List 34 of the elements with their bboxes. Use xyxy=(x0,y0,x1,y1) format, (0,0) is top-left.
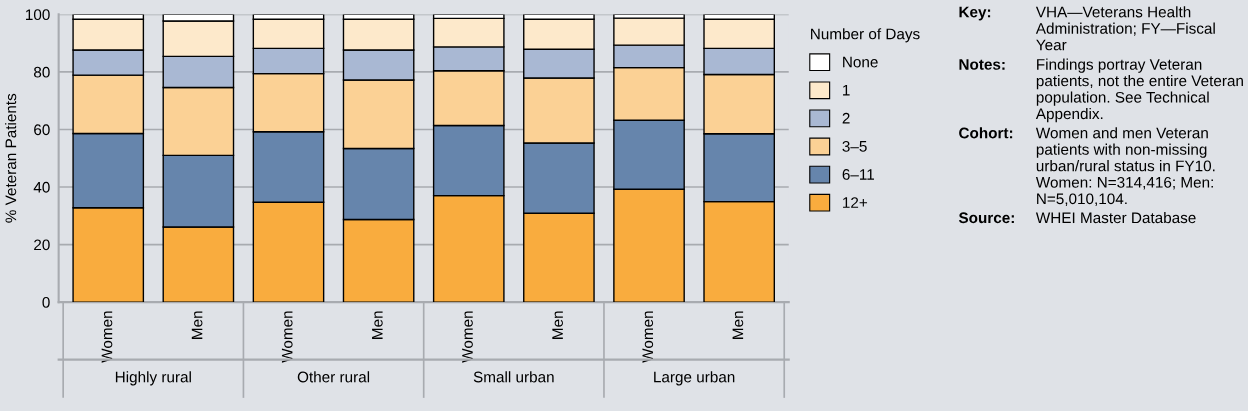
legend-label: 1 xyxy=(843,84,850,96)
text: WHEI Master Database xyxy=(1035,211,1196,224)
x-tick-label: Women xyxy=(462,311,473,363)
legend-label: None xyxy=(843,56,878,68)
x-tick-label: Women xyxy=(281,311,293,363)
text: Women and men Veteran patients with non-missing urban/rural status in FY10. Women: N=314,416; Men: N=5,010,104. xyxy=(1035,127,1215,207)
text: Notes: xyxy=(959,59,1005,70)
y-tick-label: 80 xyxy=(33,66,50,78)
legend-label: 3–5 xyxy=(842,140,867,152)
y-tick-label: 20 xyxy=(34,239,50,251)
text: Cohort: xyxy=(959,127,1013,139)
legend-title: Number of Days xyxy=(811,28,920,43)
text: Small urban xyxy=(473,371,554,383)
y-axis-title: % Veteran Patients xyxy=(5,93,17,223)
legend-label: 12+ xyxy=(843,197,868,208)
text: Highly rural xyxy=(115,371,191,386)
text: Key: xyxy=(959,6,991,21)
x-tick-label: Women xyxy=(642,311,654,363)
text: Other rural xyxy=(297,371,370,383)
y-tick-label: 40 xyxy=(33,181,50,193)
text: Large urban xyxy=(654,371,735,386)
x-tick-label: Men xyxy=(372,311,383,339)
y-tick-label: 60 xyxy=(34,124,50,136)
x-tick-label: Men xyxy=(552,311,563,339)
y-tick-label: 100 xyxy=(26,9,50,21)
x-tick-label: Men xyxy=(191,311,203,339)
text: VHA—Veterans Health Administration; FY—Fiscal Year xyxy=(1035,6,1215,51)
source-note: Source: xyxy=(958,212,1014,224)
y-tick-label: 0 xyxy=(42,296,50,308)
x-tick-label: Women xyxy=(101,311,113,363)
legend-label: 6–11 xyxy=(842,169,874,180)
legend-label: 2 xyxy=(842,112,850,124)
x-tick-label: Men xyxy=(732,311,744,339)
text: Findings portray Veteran patients, not the entire Veteran population. See Technical Appendix. xyxy=(1035,58,1243,123)
